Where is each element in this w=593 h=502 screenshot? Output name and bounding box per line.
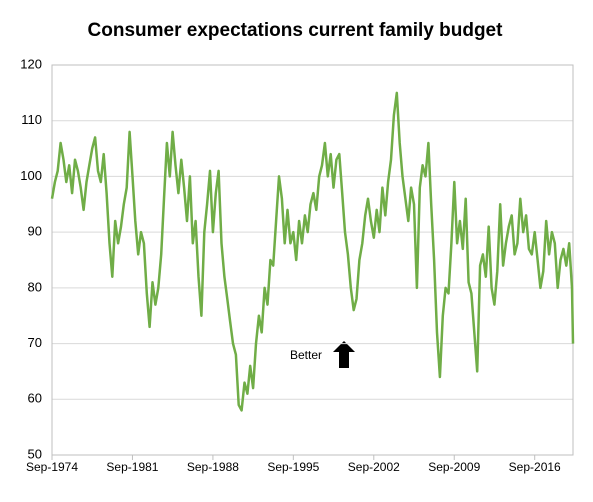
y-tick-label: 50 (28, 446, 42, 461)
y-tick-label: 100 (20, 168, 42, 183)
y-tick-label: 120 (20, 56, 42, 71)
annotation: Better (290, 348, 322, 362)
y-tick-label: 70 (28, 335, 42, 350)
x-tick-label: Sep-2009 (428, 460, 480, 474)
arrow (333, 341, 355, 368)
chart-title: Consumer expectations current family bud… (88, 20, 504, 41)
x-tick-label: Sep-1995 (267, 460, 319, 474)
x-tick-label: Sep-2016 (509, 460, 561, 474)
y-tick-label: 60 (28, 391, 42, 406)
y-tick-label: 90 (28, 224, 42, 239)
x-tick-label: Sep-2002 (348, 460, 400, 474)
x-tick-label: Sep-1974 (26, 460, 78, 474)
data-line (50, 91, 575, 412)
x-tick-label: Sep-1988 (187, 460, 239, 474)
y-tick-label: 110 (21, 112, 42, 127)
plot-border (51, 64, 574, 456)
x-tick-label: Sep-1981 (106, 460, 158, 474)
y-tick-label: 80 (28, 279, 42, 294)
